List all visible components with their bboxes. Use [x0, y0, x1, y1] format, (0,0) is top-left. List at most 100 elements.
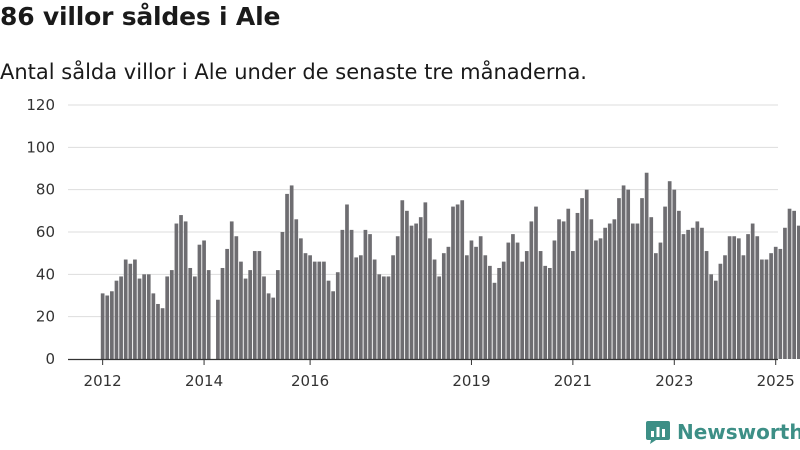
bar: [677, 210, 681, 359]
bar: [160, 308, 165, 359]
y-axis-labels: 0 20 40 60 80 100 120: [26, 96, 55, 368]
y-tick-label: 120: [26, 96, 55, 114]
bar: [414, 223, 418, 359]
y-tick-label: 0: [45, 350, 55, 368]
bar: [405, 210, 409, 359]
bar: [285, 193, 289, 359]
bar: [133, 259, 137, 359]
bar: [446, 246, 451, 359]
bar: [183, 221, 188, 359]
bar: [119, 276, 123, 359]
bar: [635, 223, 640, 359]
bar: [750, 223, 755, 359]
bar: [225, 248, 229, 359]
bar: [736, 238, 741, 359]
bar: [598, 238, 603, 359]
bar: [594, 240, 598, 359]
bar: [391, 255, 395, 359]
bar: [188, 267, 193, 359]
bar: [612, 219, 617, 359]
bar: [469, 240, 474, 359]
bar: [764, 259, 769, 359]
x-axis: 2012 2014 2016 2019 2021 2023 2025: [68, 358, 795, 390]
chart-title: 86 villor såldes i Ale: [0, 2, 281, 31]
bar: [340, 229, 345, 359]
bar: [441, 253, 446, 359]
bar: [142, 274, 146, 359]
bar: [248, 270, 253, 359]
bar: [234, 236, 239, 359]
bar: [686, 229, 690, 359]
bar: [303, 253, 308, 359]
bar: [377, 274, 382, 359]
bar: [100, 293, 105, 359]
bar: [308, 255, 312, 359]
bar: [640, 198, 644, 359]
bar: [792, 210, 796, 359]
bar: [382, 276, 386, 359]
bar: [206, 270, 211, 359]
bar: [700, 227, 704, 359]
y-tick-label: 40: [36, 265, 55, 283]
bar: [709, 274, 714, 359]
bar: [179, 215, 183, 359]
bar: [534, 206, 538, 359]
bar: [773, 246, 778, 359]
bar: [326, 280, 331, 359]
bar: [561, 221, 566, 359]
bar: [520, 261, 525, 359]
bar: [345, 204, 349, 359]
bar: [515, 242, 520, 359]
bar: [289, 185, 294, 359]
bar: [663, 206, 667, 359]
bar: [243, 278, 248, 359]
bar: [658, 242, 663, 359]
bar: [538, 251, 543, 359]
bar: [423, 202, 428, 359]
brand-name: Newsworthy: [677, 420, 800, 444]
bar: [105, 295, 110, 359]
bar: [746, 234, 750, 359]
bar: [123, 259, 128, 359]
bar: [474, 246, 478, 359]
bar: [220, 267, 225, 359]
bar: [626, 189, 631, 359]
bar: [363, 229, 368, 359]
bar: [547, 267, 552, 359]
bar: [266, 293, 271, 359]
x-tick-label: 2016: [291, 372, 329, 390]
bar: [409, 225, 414, 359]
bar: [617, 198, 621, 359]
bar: [667, 181, 672, 359]
bar: [455, 204, 460, 359]
bar: [501, 261, 506, 359]
bar: [110, 291, 114, 359]
y-tick-label: 80: [36, 181, 55, 199]
bar: [690, 227, 695, 359]
bar: [607, 223, 612, 359]
bar: [229, 221, 234, 359]
bar: [386, 276, 391, 359]
bar: [437, 276, 442, 359]
bar: [787, 208, 792, 359]
bar: [783, 227, 787, 359]
bar: [372, 259, 377, 359]
bar: [478, 236, 483, 359]
bar: [529, 221, 534, 359]
bar: [271, 297, 276, 359]
x-tick-label: 2021: [554, 372, 592, 390]
y-tick-label: 100: [26, 138, 55, 156]
bar: [128, 263, 133, 359]
bar: [713, 280, 718, 359]
y-tick-label: 20: [36, 308, 55, 326]
bar: [202, 240, 206, 359]
bar: [137, 278, 142, 359]
bar: [566, 208, 571, 359]
bar: [506, 242, 511, 359]
bar: [331, 291, 335, 359]
bar: [460, 200, 465, 359]
bar: [151, 293, 156, 359]
bar: [275, 270, 280, 359]
bar: [769, 253, 773, 359]
bar: [395, 236, 400, 359]
